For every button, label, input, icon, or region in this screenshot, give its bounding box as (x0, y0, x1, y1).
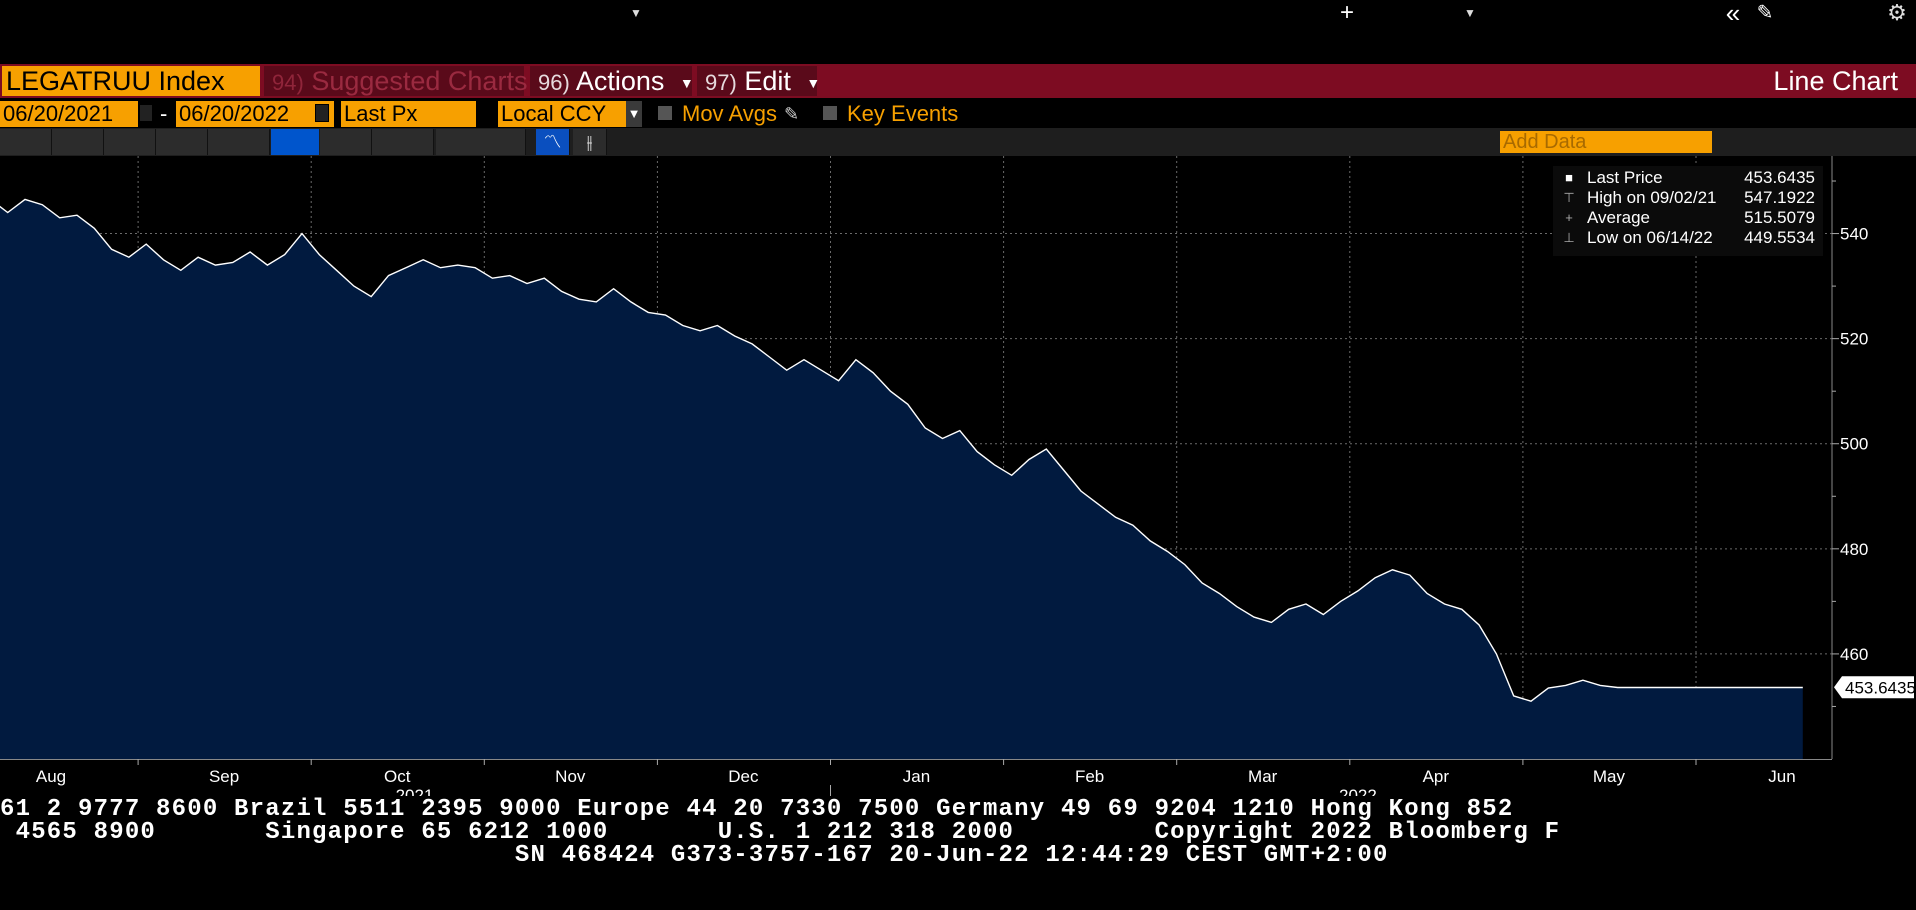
square-icon: ■ (1565, 170, 1573, 185)
x-axis-ticks: Aug Sep Oct Nov Dec Jan Feb Mar Apr May Jun 2021 202… (36, 759, 1796, 796)
last-value-marker: 453.6435 (1834, 676, 1916, 699)
price-area (0, 199, 1803, 759)
x-tick-label: Apr (1423, 767, 1450, 786)
end-date-field[interactable]: 06/20/2022 (176, 101, 334, 127)
toolbar-slot[interactable] (436, 129, 526, 155)
toolbar-slot[interactable] (208, 129, 270, 155)
start-date-field[interactable]: 06/20/2021 (0, 101, 138, 127)
toolbar-slot-selected[interactable] (271, 129, 319, 155)
key-events-label[interactable]: Key Events (847, 101, 959, 126)
x-tick-label: Aug (36, 767, 66, 786)
y-axis-ticks: 460 480 500 520 540 (1832, 180, 1868, 707)
x-tick-label: Jan (903, 767, 930, 786)
legend-label: Low on 06/14/22 (1587, 228, 1713, 247)
y-tick-label: 460 (1840, 645, 1868, 664)
legend-item-low[interactable]: ⊥ Low on 06/14/22 449.5534 (1553, 228, 1815, 248)
low-marker-icon: ⊥ (1563, 230, 1575, 245)
chart-type-title: Line Chart (1773, 66, 1898, 96)
last-value-label: 453.6435 (1845, 678, 1916, 697)
y-tick-label: 500 (1840, 435, 1868, 454)
legend-label: High on 09/02/21 (1587, 188, 1717, 207)
price-chart: 460 480 500 520 540 Aug Sep Oct Nov Dec Jan Feb Mar… (0, 156, 1916, 796)
legend-value: 453.6435 (1744, 168, 1815, 187)
footer-contact-line-2: 4565 8900 Singapore 65 6212 1000 U.S. 1 … (0, 819, 1561, 846)
chart-type-dropdown-icon[interactable]: ▼ (630, 6, 642, 20)
actions-number: 96) (538, 70, 570, 95)
chart-legend: ■ Last Price 453.6435 ⊤ High on 09/02/21… (1553, 166, 1823, 256)
edit-label: Edit (744, 66, 791, 96)
x-tick-label: Feb (1075, 767, 1104, 786)
x-tick-label: Jun (1768, 767, 1795, 786)
y-tick-label: 480 (1840, 540, 1868, 559)
mov-avgs-checkbox[interactable] (658, 106, 672, 120)
footer-serial-line: SN 468424 G373-3757-167 20-Jun-22 12:44:… (0, 842, 1389, 869)
y-tick-label: 520 (1840, 330, 1868, 349)
gear-icon[interactable]: ⚙ (1887, 0, 1907, 25)
actions-label: Actions (575, 66, 665, 96)
toolbar-slot[interactable] (372, 129, 434, 155)
bar-chart-icon[interactable]: ⫲ (573, 129, 607, 155)
legend-value: 449.5534 (1744, 228, 1815, 247)
legend-item-last-price[interactable]: ■ Last Price 453.6435 (1553, 168, 1815, 188)
caret-down-icon: ▼ (806, 74, 821, 91)
x-tick-label: Nov (555, 767, 586, 786)
price-field-select[interactable]: Last Px (341, 101, 476, 127)
legend-item-average[interactable]: + Average 515.5079 (1553, 208, 1815, 228)
edit-menu-button[interactable]: 97) Edit ▼ (697, 66, 821, 96)
last-value-tag (1834, 676, 1914, 699)
date-separator: - (160, 101, 168, 126)
x-tick-label: Sep (209, 767, 239, 786)
mov-avgs-label[interactable]: Mov Avgs (682, 101, 777, 126)
key-events-checkbox[interactable] (823, 106, 837, 120)
calendar-icon[interactable] (139, 104, 153, 122)
dropdown-icon[interactable]: ▼ (1464, 6, 1476, 20)
pencil-icon[interactable]: ✎ (1756, 2, 1774, 24)
add-data-input[interactable] (1500, 131, 1712, 153)
high-marker-icon: ⊤ (1563, 190, 1575, 205)
x-tick-label: Oct (384, 767, 411, 786)
x-tick-label: May (1593, 767, 1626, 786)
x-year-label: 2021 (396, 786, 434, 796)
line-chart-icon[interactable]: 〽 (536, 129, 570, 155)
pencil-icon[interactable]: ✎ (784, 104, 800, 124)
ticker-field[interactable]: LEGATRUU Index (2, 66, 260, 96)
collapse-icon[interactable]: « (1725, 0, 1741, 28)
x-tick-label: Dec (728, 767, 759, 786)
actions-menu-button[interactable]: 96) Actions ▼ (530, 66, 694, 96)
toolbar-slot[interactable] (320, 129, 372, 155)
currency-dropdown-icon[interactable]: ▼ (626, 101, 642, 127)
caret-down-icon: ▼ (679, 74, 694, 91)
suggested-charts-label: Suggested Charts (311, 66, 528, 96)
price-line (0, 198, 1803, 702)
suggested-charts-button[interactable]: 94) Suggested Charts (264, 66, 528, 96)
average-marker-icon: + (1565, 210, 1573, 225)
legend-item-high[interactable]: ⊤ High on 09/02/21 547.1922 (1553, 188, 1815, 208)
suggested-charts-number: 94) (272, 70, 304, 95)
edit-number: 97) (705, 70, 737, 95)
x-year-label: 2022 (1339, 786, 1377, 796)
add-icon[interactable]: + (1339, 0, 1354, 26)
toolbar-slot[interactable] (156, 129, 208, 155)
calendar-icon[interactable] (315, 104, 329, 122)
legend-value: 547.1922 (1744, 188, 1815, 207)
legend-value: 515.5079 (1744, 208, 1815, 227)
currency-select[interactable]: Local CCY (498, 101, 628, 127)
toolbar-slot[interactable] (0, 129, 52, 155)
toolbar-slot[interactable] (104, 129, 156, 155)
y-tick-label: 540 (1840, 225, 1868, 244)
legend-label: Last Price (1587, 168, 1663, 187)
x-tick-label: Mar (1248, 767, 1278, 786)
footer-contact-line-1: 61 2 9777 8600 Brazil 5511 2395 9000 Eur… (0, 796, 1514, 823)
legend-label: Average (1587, 208, 1651, 227)
toolbar-slot[interactable] (52, 129, 104, 155)
